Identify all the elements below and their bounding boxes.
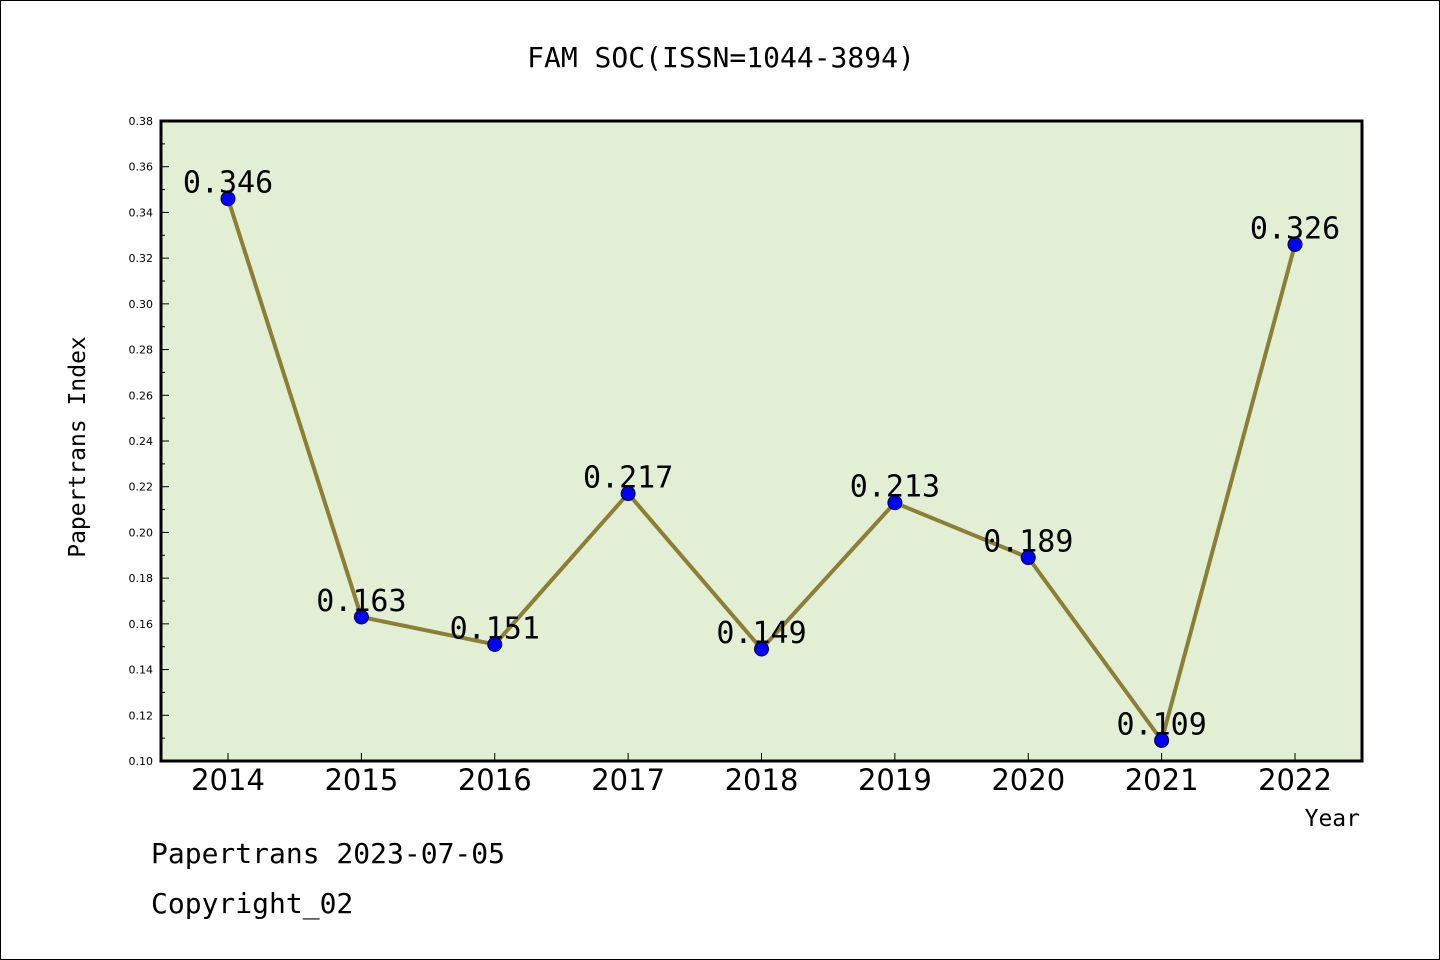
data-label: 0.189 bbox=[983, 525, 1073, 560]
chart-title: FAM SOC(ISSN=1044-3894) bbox=[527, 41, 915, 74]
data-point bbox=[754, 641, 769, 657]
data-point bbox=[887, 495, 903, 511]
footer-date-text: Papertrans 2023-07-05 bbox=[151, 837, 506, 870]
data-point bbox=[620, 486, 636, 502]
x-tick-label: 2022 bbox=[1258, 763, 1332, 797]
x-tick-label: 2016 bbox=[458, 763, 532, 797]
x-tick-label: 2021 bbox=[1125, 763, 1199, 797]
y-tick-label: 0.20 bbox=[129, 526, 154, 539]
data-point bbox=[353, 609, 369, 625]
x-tick-label: 2018 bbox=[725, 763, 799, 797]
data-point bbox=[1154, 732, 1170, 748]
footer-copyright-text: Copyright_02 bbox=[151, 887, 354, 920]
y-tick-label: 0.24 bbox=[129, 435, 154, 448]
data-labels: 0.346 0.163 0.151 0.217 0.149 0.213 0.189 0.109… bbox=[183, 166, 1340, 743]
plot-border bbox=[159, 119, 1364, 763]
x-axis-label: Year bbox=[1305, 806, 1360, 832]
data-label: 0.149 bbox=[716, 616, 806, 651]
y-tick-label: 0.30 bbox=[129, 298, 154, 311]
x-tick-label: 2014 bbox=[191, 763, 265, 797]
data-points bbox=[220, 191, 1303, 748]
y-tick-label: 0.14 bbox=[129, 664, 154, 677]
y-tick-label: 0.26 bbox=[129, 389, 154, 402]
data-point bbox=[220, 191, 236, 207]
y-tick-label: 0.28 bbox=[129, 344, 154, 357]
y-tick-label: 0.34 bbox=[129, 206, 154, 219]
data-label: 0.217 bbox=[583, 461, 673, 496]
x-tick-label: 2020 bbox=[991, 763, 1065, 797]
y-tick-label: 0.12 bbox=[129, 709, 154, 722]
y-tick-label: 0.10 bbox=[129, 755, 154, 768]
y-tick-label: 0.36 bbox=[129, 161, 154, 174]
data-label: 0.346 bbox=[183, 166, 273, 201]
data-label: 0.151 bbox=[450, 611, 540, 646]
data-label: 0.213 bbox=[850, 470, 940, 505]
data-point bbox=[1020, 550, 1036, 566]
x-tick-label: 2019 bbox=[858, 763, 932, 797]
y-tick-label: 0.38 bbox=[129, 115, 154, 128]
y-axis: 0.10 0.12 0.14 0.16 0.18 0.20 0.22 0.24 0.26 0.28… bbox=[129, 115, 169, 768]
data-label: 0.109 bbox=[1116, 707, 1206, 742]
data-label: 0.163 bbox=[316, 584, 406, 619]
data-point bbox=[487, 636, 503, 652]
y-tick-label: 0.16 bbox=[129, 618, 154, 631]
x-tick-label: 2015 bbox=[324, 763, 398, 797]
y-tick-label: 0.22 bbox=[129, 481, 154, 494]
y-axis-label: Papertrans Index bbox=[65, 336, 91, 558]
data-label: 0.326 bbox=[1250, 211, 1340, 246]
x-axis: 2014 2015 2016 2017 2018 2019 2020 2021 2022 bbox=[191, 753, 1332, 797]
y-tick-label: 0.18 bbox=[129, 572, 154, 585]
x-tick-label: 2017 bbox=[591, 763, 665, 797]
data-point bbox=[1287, 236, 1303, 252]
y-tick-label: 0.32 bbox=[129, 252, 154, 265]
